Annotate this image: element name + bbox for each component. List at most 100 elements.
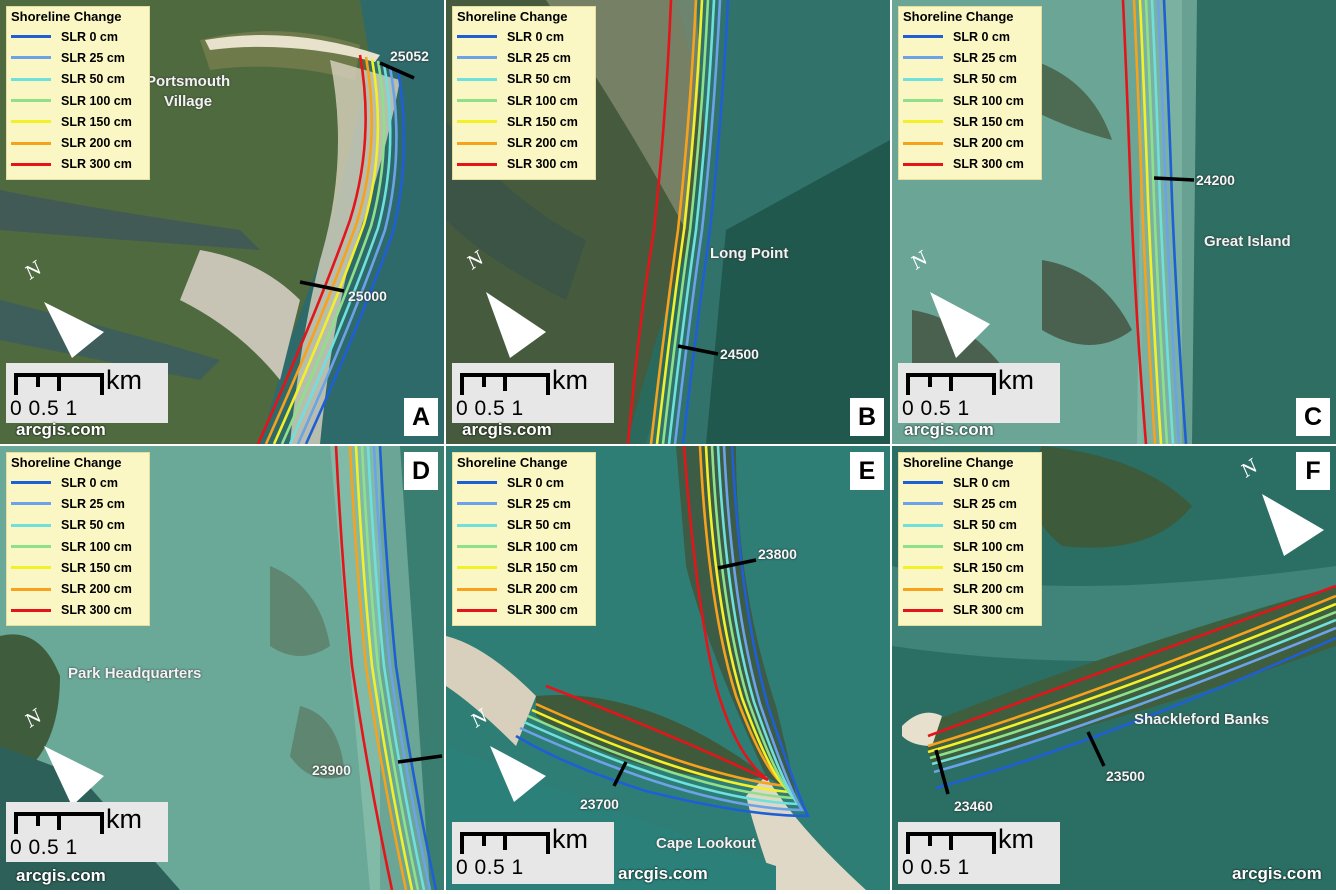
- legend-item: SLR 50 cm: [457, 69, 591, 90]
- legend-label: SLR 150 cm: [507, 114, 578, 129]
- legend-swatch: [11, 587, 51, 591]
- legend-label: SLR 50 cm: [507, 72, 571, 87]
- legend-title: Shoreline Change: [903, 9, 1014, 24]
- legend-swatch: [457, 608, 497, 612]
- scale-unit: km: [106, 365, 142, 395]
- legend-item: SLR 25 cm: [11, 493, 145, 514]
- legend-swatch: [457, 502, 497, 506]
- scale-bar: km 0 0.5 1: [452, 363, 614, 423]
- scale-numbers: 0 0.5 1: [456, 856, 524, 879]
- legend-label: SLR 100 cm: [953, 539, 1024, 554]
- legend-label: SLR 100 cm: [507, 93, 578, 108]
- legend-label: SLR 100 cm: [61, 93, 132, 108]
- scale-unit: km: [552, 365, 588, 395]
- legend-swatch: [903, 141, 943, 145]
- legend-item: SLR 0 cm: [457, 472, 591, 493]
- legend-item: SLR 200 cm: [457, 132, 591, 153]
- scale-bar: km 0 0.5 1: [898, 822, 1060, 884]
- legend-swatch: [11, 608, 51, 612]
- legend-label: SLR 200 cm: [61, 582, 132, 597]
- transect-label-24200: 24200: [1196, 172, 1235, 188]
- legend-label: SLR 0 cm: [61, 475, 118, 490]
- panel-letter-b: B: [850, 398, 884, 436]
- legend-item: SLR 150 cm: [903, 111, 1037, 132]
- legend-label: SLR 100 cm: [507, 539, 578, 554]
- legend-item: SLR 150 cm: [903, 557, 1037, 578]
- transect-label-25052: 25052: [390, 48, 429, 64]
- legend-item: SLR 25 cm: [11, 47, 145, 68]
- legend-item: SLR 50 cm: [457, 515, 591, 536]
- scale-numbers: 0 0.5 1: [10, 836, 78, 859]
- scale-numbers: 0 0.5 1: [902, 856, 970, 879]
- transect-label-25000: 25000: [348, 288, 387, 304]
- legend: Shoreline Change SLR 0 cm SLR 25 cm SLR …: [452, 452, 596, 627]
- legend-item: SLR 200 cm: [457, 578, 591, 599]
- legend-label: SLR 0 cm: [61, 29, 118, 44]
- legend-swatch: [457, 481, 497, 485]
- map-credit: arcgis.com: [16, 420, 106, 439]
- panel-letter-a: A: [404, 398, 438, 436]
- legend-label: SLR 100 cm: [61, 539, 132, 554]
- legend-item: SLR 200 cm: [11, 578, 145, 599]
- place-label-park-headquarters: Park Headquarters: [68, 665, 202, 682]
- legend-swatch: [457, 523, 497, 527]
- scale-unit: km: [998, 824, 1034, 854]
- legend: Shoreline Change SLR 0 cm SLR 25 cm SLR …: [6, 452, 150, 627]
- legend-label: SLR 200 cm: [507, 136, 578, 151]
- legend-swatch: [11, 141, 51, 145]
- legend-title: Shoreline Change: [11, 455, 122, 470]
- legend-swatch: [903, 35, 943, 39]
- legend-swatch: [457, 545, 497, 549]
- legend-item: SLR 300 cm: [903, 154, 1037, 175]
- legend-item: SLR 0 cm: [11, 26, 145, 47]
- map-credit: arcgis.com: [16, 866, 106, 885]
- legend-title: Shoreline Change: [11, 9, 122, 24]
- map-panel-e: N Cape Lookout 23800 23700 Shoreline Cha…: [446, 446, 890, 890]
- legend-label: SLR 50 cm: [953, 518, 1017, 533]
- legend-item: SLR 200 cm: [11, 132, 145, 153]
- legend-label: SLR 150 cm: [507, 560, 578, 575]
- map-credit: arcgis.com: [618, 864, 708, 883]
- legend-item: SLR 50 cm: [903, 515, 1037, 536]
- north-arrow-icon: [490, 746, 546, 802]
- transect-label-23460: 23460: [954, 798, 993, 814]
- legend-swatch: [903, 120, 943, 124]
- legend-item: SLR 100 cm: [11, 536, 145, 557]
- legend-swatch: [11, 120, 51, 124]
- legend-item: SLR 200 cm: [903, 132, 1037, 153]
- legend-item: SLR 0 cm: [11, 472, 145, 493]
- legend-item: SLR 50 cm: [903, 69, 1037, 90]
- scale-unit: km: [552, 824, 588, 854]
- legend-label: SLR 150 cm: [953, 560, 1024, 575]
- legend-item: SLR 50 cm: [11, 69, 145, 90]
- legend: Shoreline Change SLR 0 cm SLR 25 cm SLR …: [452, 6, 596, 181]
- legend-swatch: [903, 545, 943, 549]
- place-label-cape-lookout: Cape Lookout: [656, 835, 756, 852]
- north-arrow-icon: [486, 292, 546, 358]
- legend-swatch: [11, 566, 51, 570]
- legend-label: SLR 300 cm: [507, 603, 578, 618]
- place-label-shackleford-banks: Shackleford Banks: [1134, 711, 1270, 728]
- legend-swatch: [11, 502, 51, 506]
- legend-swatch: [457, 162, 497, 166]
- legend-label: SLR 50 cm: [953, 72, 1017, 87]
- scale-unit: km: [998, 365, 1034, 395]
- legend-swatch: [457, 99, 497, 103]
- legend-item: SLR 300 cm: [11, 600, 145, 621]
- panel-letter-c: C: [1296, 398, 1330, 436]
- scale-numbers: 0 0.5 1: [902, 397, 970, 420]
- legend-swatch: [903, 587, 943, 591]
- legend-item: SLR 150 cm: [457, 557, 591, 578]
- legend-label: SLR 200 cm: [507, 582, 578, 597]
- legend-swatch: [457, 56, 497, 60]
- legend-item: SLR 100 cm: [11, 90, 145, 111]
- legend-label: SLR 25 cm: [61, 50, 125, 65]
- legend-label: SLR 150 cm: [61, 560, 132, 575]
- panel-letter-f: F: [1296, 452, 1330, 490]
- legend-label: SLR 50 cm: [61, 518, 125, 533]
- place-label-portsmouth: Portsmouth Village: [146, 73, 231, 110]
- transect-label-24500: 24500: [720, 346, 759, 362]
- legend-swatch: [457, 77, 497, 81]
- legend-item: SLR 150 cm: [11, 111, 145, 132]
- transect-label-23900: 23900: [312, 762, 351, 778]
